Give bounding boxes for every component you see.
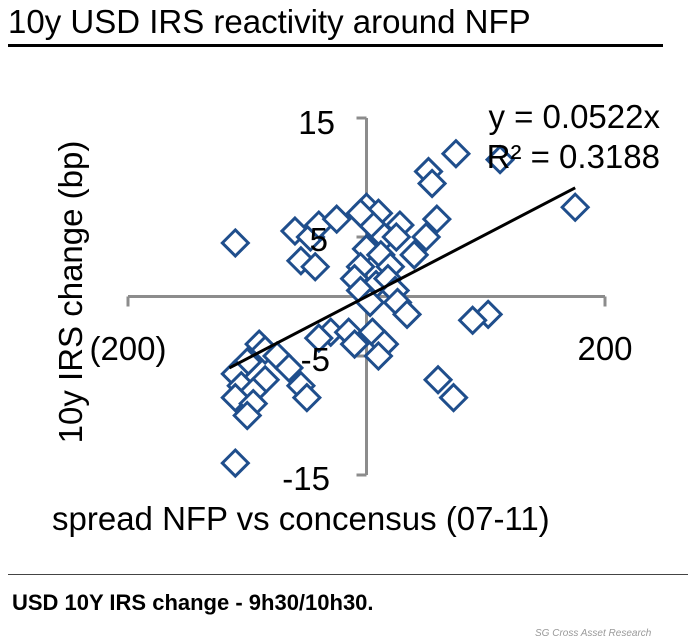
- y-tick-label: -15: [282, 460, 330, 497]
- y-tick-label: 15: [298, 104, 335, 141]
- r-squared-label: R² = 0.3188: [487, 138, 660, 175]
- data-point: [411, 221, 442, 253]
- y-tick-label: -5: [301, 341, 330, 378]
- data-point: [291, 382, 322, 413]
- trendline: [228, 186, 576, 370]
- y-axis-title: 10y IRS change (bp): [52, 141, 89, 444]
- data-point: [422, 364, 454, 395]
- data-point: [484, 144, 516, 175]
- x-axis-title: spread NFP vs concensus (07-11): [52, 500, 550, 537]
- page-title: 10y USD IRS reactivity around NFP: [8, 3, 531, 40]
- x-tick-label: (200): [89, 330, 166, 367]
- data-point: [345, 198, 376, 229]
- data-point: [560, 192, 591, 223]
- data-points: [220, 138, 591, 479]
- data-point: [339, 328, 370, 360]
- data-point: [273, 352, 305, 384]
- data-point: [303, 323, 334, 354]
- data-point: [232, 400, 263, 431]
- data-point: [321, 204, 352, 235]
- x-tick-label: 200: [577, 330, 632, 367]
- chart-footnote: USD 10Y IRS change - 9h30/10h30.: [12, 590, 374, 615]
- data-point: [457, 305, 488, 336]
- data-point: [399, 239, 430, 270]
- title-underline: [8, 44, 663, 47]
- data-point: [416, 168, 448, 199]
- data-point: [220, 447, 251, 479]
- footer-divider: [8, 574, 688, 575]
- y-tick-label: 5: [310, 221, 328, 258]
- data-point: [363, 340, 394, 372]
- data-point: [421, 204, 452, 235]
- data-point: [438, 382, 469, 413]
- chart-labels: 15 5 -5 -15 (200) 200 spread NFP vs concensus …: [52, 98, 660, 537]
- data-point: [391, 299, 423, 330]
- data-point: [440, 138, 472, 169]
- data-point: [381, 221, 412, 253]
- trendline-equation: y = 0.0522x: [488, 98, 660, 135]
- source-credit: SG Cross Asset Research: [535, 628, 652, 639]
- data-point: [220, 227, 251, 259]
- data-point: [300, 251, 331, 282]
- trendline-group: [228, 186, 576, 370]
